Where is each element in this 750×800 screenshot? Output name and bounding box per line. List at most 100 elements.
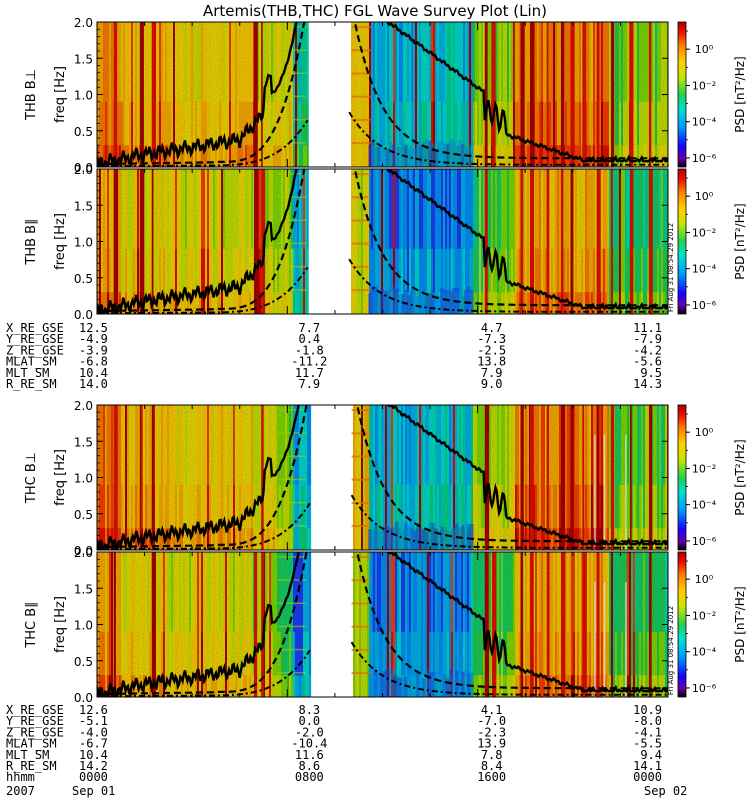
ephemeris-value: -11.2 (291, 355, 327, 369)
ephemeris-value: 8.3 (298, 703, 320, 717)
y-axis-label: freq [Hz] (53, 596, 68, 653)
spectrogram-panel-2: 0.0 0.5 1.0 1.5 2.0 THB B∥ freq [Hz] (24, 163, 669, 322)
colorbar-label: PSD [nT²/Hz] (733, 586, 747, 662)
ephemeris-value: -3.9 (79, 343, 108, 357)
o-gyrofrequency-curve-after-gap (348, 258, 668, 313)
y-tick-label: 0.0 (74, 308, 93, 322)
proton-gyrofrequency-curve-after-gap (386, 22, 668, 164)
colorbar-label: PSD [nT²/Hz] (733, 439, 747, 515)
ephemeris-row-label: X_RE_GSE (6, 703, 64, 717)
panel-name-label: THB B∥ (24, 218, 39, 265)
ephemeris-row-label: R_RE_SM (6, 759, 57, 773)
ephemeris-value: 14.0 (79, 377, 108, 391)
ephemeris-value: -5.1 (79, 714, 108, 728)
data-gap (308, 169, 350, 314)
ephemeris-value: 7.7 (298, 321, 320, 335)
ephemeris-value: 14.2 (79, 759, 108, 773)
ephemeris-value: 12.6 (79, 703, 108, 717)
y-tick-label: 1.0 (74, 89, 93, 103)
ephemeris-row-label: Z_RE_GSE (6, 725, 64, 739)
ephemeris-row-label: MLT_SM (6, 748, 49, 762)
ephemeris-value: 8.6 (298, 759, 320, 773)
y-tick-label: 1.0 (74, 472, 93, 486)
colorbar-tick-label: 10⁻² (692, 609, 716, 622)
data-gap (308, 22, 350, 167)
proton-gyrofrequency-curve-after-gap (387, 552, 668, 694)
y-tick-label: 0.5 (74, 655, 93, 669)
colorbar-tick-label: 10⁻⁴ (692, 646, 717, 659)
y-tick-label: 0.0 (74, 161, 93, 175)
ephemeris-value: -4.0 (79, 725, 108, 739)
colorbar-tick-label: 10⁻⁴ (692, 263, 717, 276)
ephemeris-value: 14.3 (633, 377, 662, 391)
he-gyrofrequency-curve-after-gap (356, 405, 668, 543)
colorbar-tick-label: 10⁻² (692, 226, 716, 239)
colorbar-tick-label: 10⁻⁶ (692, 299, 717, 312)
he-gyrofrequency-curve (97, 22, 306, 166)
panel-name-label: THC B⊥ (24, 452, 39, 504)
generation-timestamp: Fri Aug 31 08:54:29 2012 (667, 223, 675, 312)
y-tick-label: 1.5 (74, 435, 93, 449)
ephemeris-value: 11.6 (295, 748, 324, 762)
date-label-end: Sep 02 (644, 784, 687, 798)
ephemeris-value: 14.1 (633, 759, 662, 773)
proton-gyrofrequency-curve-after-gap (386, 169, 668, 311)
ephemeris-row-label: Y_RE_GSE (6, 332, 64, 346)
y-tick-label: 2.0 (74, 546, 93, 560)
ephemeris-value: 13.8 (477, 355, 506, 369)
ephemeris-value: 10.9 (633, 703, 662, 717)
ephemeris-row-label: MLT_SM (6, 366, 49, 380)
ephemeris-value: 4.1 (481, 703, 503, 717)
ephemeris-value: 1600 (477, 770, 506, 784)
panel-name-label: THC B∥ (24, 601, 39, 648)
ephemeris-row-label: hhmm (6, 770, 35, 784)
colorbar-tick-label: 10⁻⁶ (692, 682, 717, 695)
ephemeris-value: 11.7 (295, 366, 324, 380)
colorbar-gradient (677, 168, 687, 315)
he-gyrofrequency-curve-after-gap (353, 169, 668, 307)
ephemeris-value: -8.0 (633, 714, 662, 728)
ephemeris-row-label: MLAT_SM (6, 737, 57, 751)
colorbar-gradient (677, 21, 687, 168)
ephemeris-value: 9.4 (640, 748, 662, 762)
ephemeris-row-label: MLAT_SM (6, 355, 57, 369)
colorbar-label: PSD [nT²/Hz] (733, 203, 747, 279)
proton-gyrofrequency-curve (97, 405, 300, 550)
colorbar-tick-label: 10⁻² (692, 462, 716, 475)
ephemeris-value: 10.4 (79, 748, 108, 762)
ephemeris-row-label: X_RE_GSE (6, 321, 64, 335)
o-gyrofrequency-curve (97, 266, 309, 314)
y-tick-label: 2.0 (74, 163, 93, 177)
y-tick-label: 2.0 (74, 399, 93, 413)
ephemeris-value: 7.9 (481, 366, 503, 380)
ephemeris-value: 0.0 (298, 714, 320, 728)
date-label-start: Sep 01 (72, 784, 115, 798)
cyclotron-curves (97, 405, 668, 550)
ephemeris-row-label: R_RE_SM (6, 377, 57, 391)
ephemeris-value: -4.2 (633, 343, 662, 357)
ephemeris-row-label: Z_RE_GSE (6, 343, 64, 357)
he-gyrofrequency-curve (97, 405, 308, 549)
ephemeris-value: -2.3 (477, 725, 506, 739)
y-tick-label: 1.0 (74, 619, 93, 633)
ephemeris-value: -6.8 (79, 355, 108, 369)
ephemeris-value: 0000 (79, 770, 108, 784)
ephemeris-value: -7.0 (477, 714, 506, 728)
colorbar-tick-label: 10⁻⁴ (692, 499, 717, 512)
year-label: 2007 (6, 784, 35, 798)
y-tick-label: 0.0 (74, 544, 93, 558)
colorbar-3: 10⁰ 10⁻² 10⁻⁴ 10⁻⁶ PSD [nT²/Hz] (677, 404, 747, 551)
ephemeris-value: 9.0 (481, 377, 503, 391)
ephemeris-value: -2.5 (477, 343, 506, 357)
he-gyrofrequency-curve (97, 169, 306, 313)
colorbar-tick-label: 10⁻⁴ (692, 116, 717, 129)
o-gyrofrequency-curve-after-gap (348, 111, 668, 166)
ephemeris-value: -7.9 (633, 332, 662, 346)
colorbar-tick-label: 10⁻⁶ (692, 535, 717, 548)
proton-gyrofrequency-curve (97, 22, 298, 167)
ephemeris-value: 9.5 (640, 366, 662, 380)
colorbar-tick-label: 10⁰ (695, 190, 714, 203)
ephemeris-value: -5.6 (633, 355, 662, 369)
ephemeris-value: 0000 (633, 770, 662, 784)
